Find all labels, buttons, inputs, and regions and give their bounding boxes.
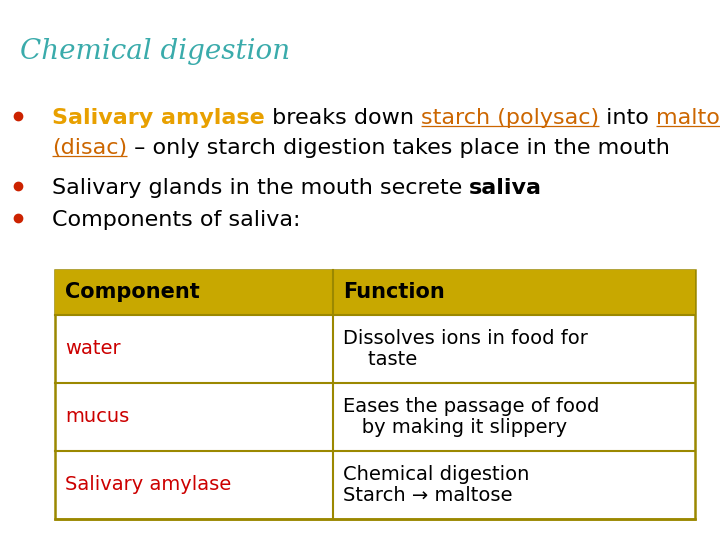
Text: Salivary glands in the mouth secrete: Salivary glands in the mouth secrete [52, 178, 469, 198]
Text: Dissolves ions in food for: Dissolves ions in food for [343, 329, 588, 348]
Text: Components of saliva:: Components of saliva: [52, 210, 300, 230]
Text: Component: Component [65, 282, 199, 302]
Text: water: water [65, 340, 121, 359]
Text: – only starch digestion takes place in the mouth: – only starch digestion takes place in t… [127, 138, 670, 158]
Text: Salivary amylase: Salivary amylase [52, 108, 265, 128]
Text: Function: Function [343, 282, 445, 302]
Text: Eases the passage of food: Eases the passage of food [343, 397, 600, 416]
Text: Chemical digestion: Chemical digestion [20, 38, 290, 65]
Text: taste: taste [343, 350, 418, 369]
Text: Starch → maltose: Starch → maltose [343, 486, 513, 505]
Text: (disac): (disac) [52, 138, 127, 158]
Bar [55, 270, 695, 315]
Text: breaks down: breaks down [265, 108, 421, 128]
Text: mucus: mucus [65, 408, 130, 427]
Text: into: into [599, 108, 656, 128]
Bar [55, 270, 695, 519]
Text: Chemical digestion: Chemical digestion [343, 465, 530, 484]
Text: starch (polysac): starch (polysac) [421, 108, 599, 128]
Text: by making it slippery: by making it slippery [343, 418, 567, 437]
Text: maltose: maltose [656, 108, 720, 128]
Text: saliva: saliva [469, 178, 542, 198]
Text: Salivary amylase: Salivary amylase [65, 476, 231, 495]
